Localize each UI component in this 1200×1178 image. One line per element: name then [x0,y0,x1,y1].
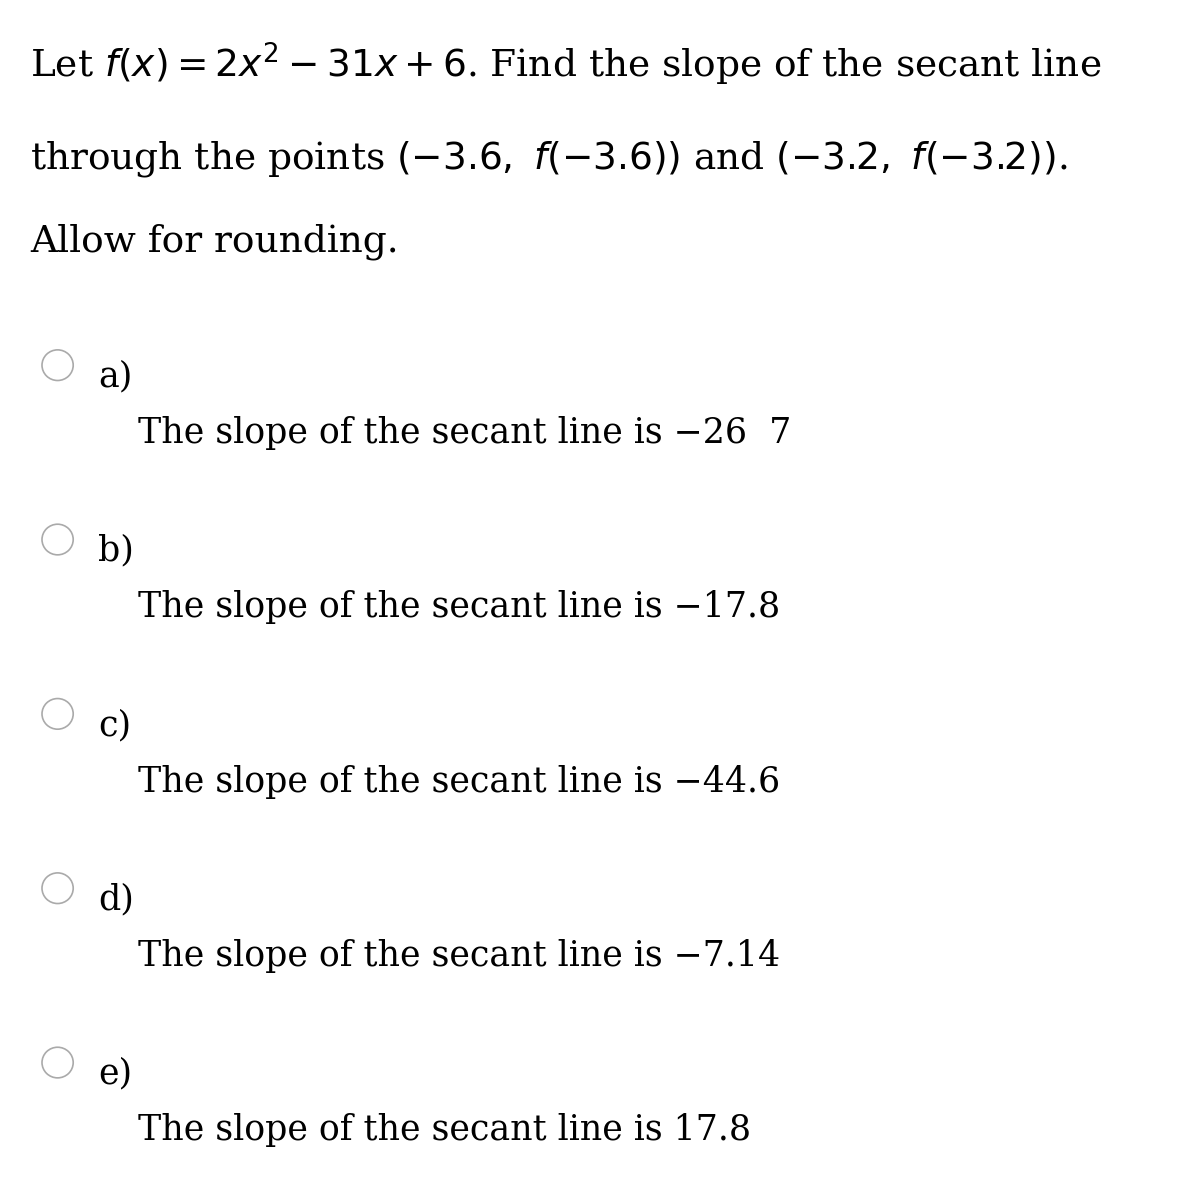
Text: e): e) [98,1057,132,1091]
Text: through the points $(-3.6,\ f(-3.6))$ and $(-3.2,\ f(-3.2))$.: through the points $(-3.6,\ f(-3.6))$ an… [30,139,1068,179]
Text: The slope of the secant line is −7.14: The slope of the secant line is −7.14 [138,939,780,973]
Text: d): d) [98,882,134,916]
Text: The slope of the secant line is −44.6: The slope of the secant line is −44.6 [138,765,780,799]
Text: b): b) [98,534,134,568]
Text: The slope of the secant line is 17.8: The slope of the secant line is 17.8 [138,1113,751,1147]
Text: c): c) [98,708,132,742]
Text: Let $f(x) = 2x^2 - 31x + 6$. Find the slope of the secant line: Let $f(x) = 2x^2 - 31x + 6$. Find the sl… [30,41,1102,88]
Text: The slope of the secant line is −17.8: The slope of the secant line is −17.8 [138,590,780,624]
Text: Allow for rounding.: Allow for rounding. [30,224,398,260]
Text: The slope of the secant line is −26 7: The slope of the secant line is −26 7 [138,416,791,450]
Text: a): a) [98,359,133,393]
